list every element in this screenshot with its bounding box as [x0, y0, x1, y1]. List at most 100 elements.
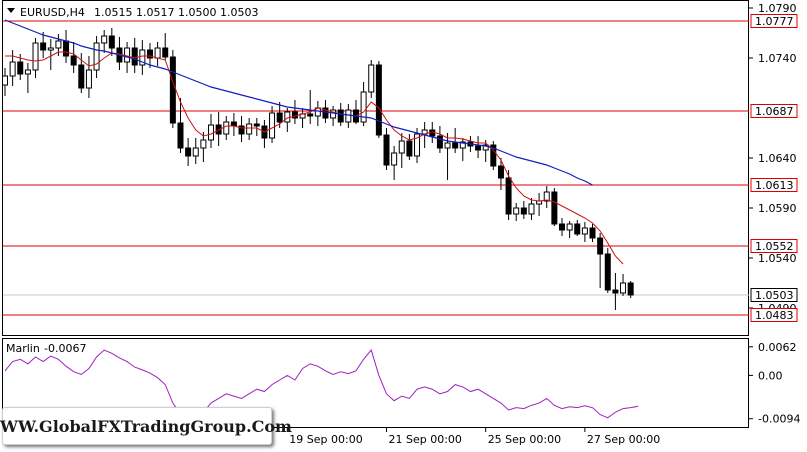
watermark-logo: WWW.GlobalFXTradingGroup.Com: [0, 407, 292, 445]
candle-body: [253, 123, 260, 127]
indicator-value: -0.0067: [44, 342, 86, 355]
candle-body: [131, 47, 138, 66]
candle-body: [2, 75, 8, 86]
candle-body: [246, 123, 253, 135]
candle-body: [276, 112, 283, 123]
candle-body: [101, 35, 108, 44]
candle-body: [513, 207, 520, 215]
collapse-triangle-icon[interactable]: [7, 8, 15, 13]
candle-body: [414, 133, 421, 157]
oscillator-axis: 0.0062 0.00 -0.0094: [749, 341, 800, 426]
candle-body: [47, 47, 54, 51]
ohlc-values: 1.0515 1.0517 1.0500 1.0503: [94, 6, 258, 19]
time-tick-label: 21 Sep 00:00: [389, 433, 462, 446]
level-label: 1.0687: [755, 105, 794, 118]
candle-body: [558, 223, 565, 231]
price-tick-label: 1.0590: [758, 202, 797, 215]
candle-body: [383, 134, 390, 166]
main-chart-frame: [2, 0, 749, 336]
candle-body: [597, 237, 604, 255]
candle-body: [482, 144, 489, 151]
level-label-box: [750, 239, 798, 253]
candle-body: [146, 49, 153, 59]
candle-body: [291, 111, 298, 119]
candle-body: [551, 191, 558, 225]
level-label: 1.0483: [755, 309, 794, 322]
price-tick-label: 1.0790: [758, 2, 797, 15]
candle-body: [93, 42, 100, 71]
price-tick-label: 1.0540: [758, 252, 797, 265]
candle-body: [337, 109, 344, 123]
candle-body: [330, 109, 337, 119]
candle-body: [169, 56, 176, 124]
candle-body: [345, 109, 352, 123]
candle-body: [452, 142, 459, 149]
candle-body: [543, 191, 550, 202]
candle-body: [238, 125, 245, 135]
time-tick-label: 25 Sep 00:00: [488, 433, 561, 446]
candle-body: [436, 135, 443, 149]
time-axis: 19 Sep 00:00 21 Sep 00:00 25 Sep 00:00 27 S…: [286, 428, 660, 446]
candle-body: [505, 177, 512, 215]
candle-body: [85, 69, 92, 89]
candle-body: [24, 69, 31, 75]
symbol-timeframe: EURUSD,H4: [20, 6, 85, 19]
price-tick-label: 1.0640: [758, 152, 797, 165]
current-price-label: 1.0503: [755, 289, 794, 302]
candle-body: [269, 112, 276, 139]
candle-body: [108, 35, 115, 49]
level-label: 1.0613: [755, 179, 794, 192]
candle-body: [63, 40, 70, 57]
time-tick-label: 19 Sep 00:00: [289, 433, 362, 446]
level-lines: [3, 20, 749, 316]
candle-body: [230, 121, 237, 127]
candle-body: [162, 47, 169, 58]
osc-tick-label: 0.0062: [758, 341, 797, 354]
candle-body: [17, 61, 24, 75]
candle-body: [391, 152, 398, 166]
candle-body: [589, 227, 596, 239]
candle-body: [192, 147, 199, 157]
candle-body: [475, 145, 482, 151]
level-label: 1.0777: [755, 15, 794, 28]
candle-body: [70, 55, 77, 66]
candle-body: [78, 64, 85, 89]
marlin-oscillator-line: [4, 349, 639, 420]
level-label-box: [750, 104, 798, 118]
candle-body: [528, 203, 535, 215]
candle-body: [322, 107, 329, 119]
candle-body: [627, 282, 634, 296]
level-label-box: [750, 14, 798, 28]
price-tick-label: 1.0740: [758, 52, 797, 65]
candle-body: [375, 64, 382, 136]
indicator-name: Marlin: [6, 342, 40, 355]
candle-body: [612, 289, 619, 294]
candle-body: [566, 223, 573, 231]
candle-body: [398, 140, 405, 154]
candle-body: [307, 113, 314, 117]
candle-body: [406, 140, 413, 157]
level-labels: 1.0777 1.0687 1.0613 1.0552 1.0483 1.0503: [750, 14, 798, 322]
time-tick-label: 27 Sep 00:00: [587, 433, 660, 446]
candle-body: [139, 49, 146, 66]
candle-body: [9, 61, 16, 77]
candle-body: [444, 142, 451, 149]
candle-body: [154, 47, 161, 59]
level-label-box: [750, 308, 798, 322]
candle-body: [55, 40, 62, 49]
candle-body: [177, 122, 184, 149]
candle-body: [581, 227, 588, 235]
candle-body: [223, 121, 230, 135]
level-label-box: [750, 178, 798, 192]
level-label: 1.0552: [755, 240, 794, 253]
candle-body: [429, 129, 436, 137]
candle-body: [368, 64, 375, 93]
slow-moving-average-line: [4, 19, 593, 186]
candle-body: [604, 253, 611, 291]
candle-body: [185, 147, 192, 157]
candle-body: [284, 111, 291, 123]
candle-body: [124, 47, 131, 63]
candle-body: [208, 124, 215, 141]
